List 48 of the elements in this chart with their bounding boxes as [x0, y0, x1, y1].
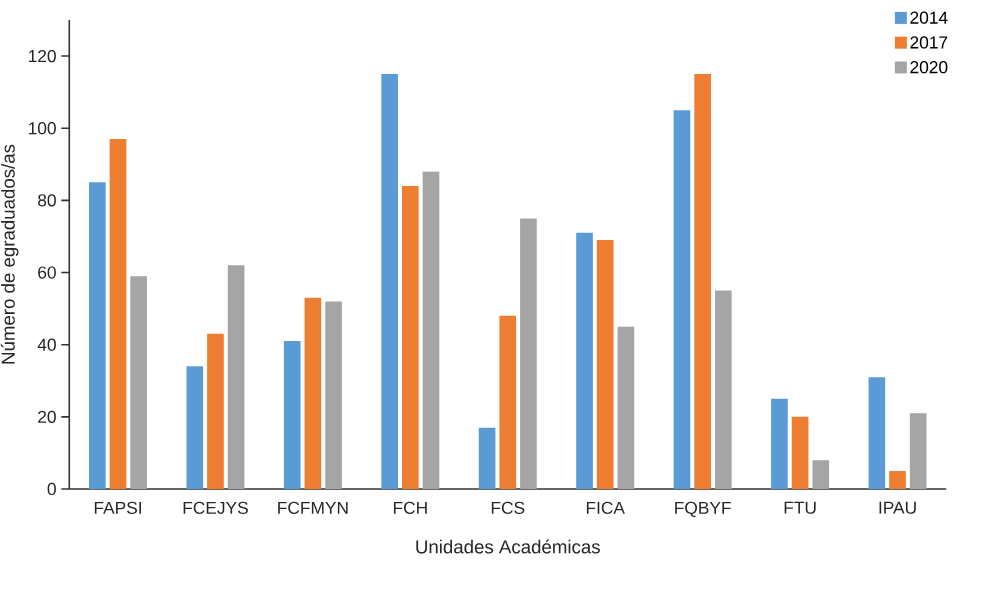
legend-label: 2017 [910, 36, 948, 49]
bar [812, 460, 830, 489]
bar [576, 232, 593, 489]
bar [478, 427, 496, 489]
bar [868, 377, 886, 489]
bar [499, 315, 517, 489]
bar [381, 74, 398, 489]
y-tick-label: 120 [28, 49, 56, 63]
y-tick-label: 60 [38, 266, 56, 279]
bar [402, 185, 419, 489]
bar [207, 333, 224, 489]
bar [422, 171, 440, 489]
bar [304, 297, 322, 489]
legend-label: 2020 [910, 61, 948, 74]
bar [596, 240, 614, 489]
x-tick-label: FCH [393, 501, 427, 514]
x-tick-label: FCS [491, 501, 525, 514]
legend-label: 2014 [910, 11, 948, 24]
bar [227, 265, 245, 489]
bar [673, 110, 691, 489]
bar [520, 218, 537, 489]
x-tick-label: FICA [586, 501, 625, 514]
bar [283, 341, 301, 489]
bar [791, 416, 809, 489]
x-tick-label: FAPSI [94, 501, 141, 514]
y-tick-label: 80 [38, 194, 56, 207]
bar [109, 139, 127, 489]
bar [771, 398, 788, 489]
bar [89, 182, 106, 489]
bar [909, 413, 927, 489]
bar [130, 276, 148, 489]
y-tick-label: 40 [37, 338, 56, 351]
bar [714, 290, 732, 489]
x-tick-label: FCFMYN [278, 501, 348, 514]
bar [889, 470, 906, 489]
x-tick-label: FTU [784, 501, 816, 514]
y-axis-title: Número de egraduados/as [0, 144, 19, 364]
y-tick-label: 20 [38, 410, 56, 423]
bar [694, 74, 711, 489]
y-tick-label: 100 [28, 122, 56, 135]
bar [325, 301, 342, 489]
bar [186, 366, 204, 489]
x-axis-title: Unidades Académicas [416, 539, 600, 554]
x-tick-label: IPAU [879, 501, 916, 514]
y-tick-label: 0 [47, 482, 56, 496]
bar [617, 326, 635, 489]
x-tick-label: FCEJYS [183, 501, 248, 514]
x-tick-label: FQBYF [675, 501, 731, 518]
